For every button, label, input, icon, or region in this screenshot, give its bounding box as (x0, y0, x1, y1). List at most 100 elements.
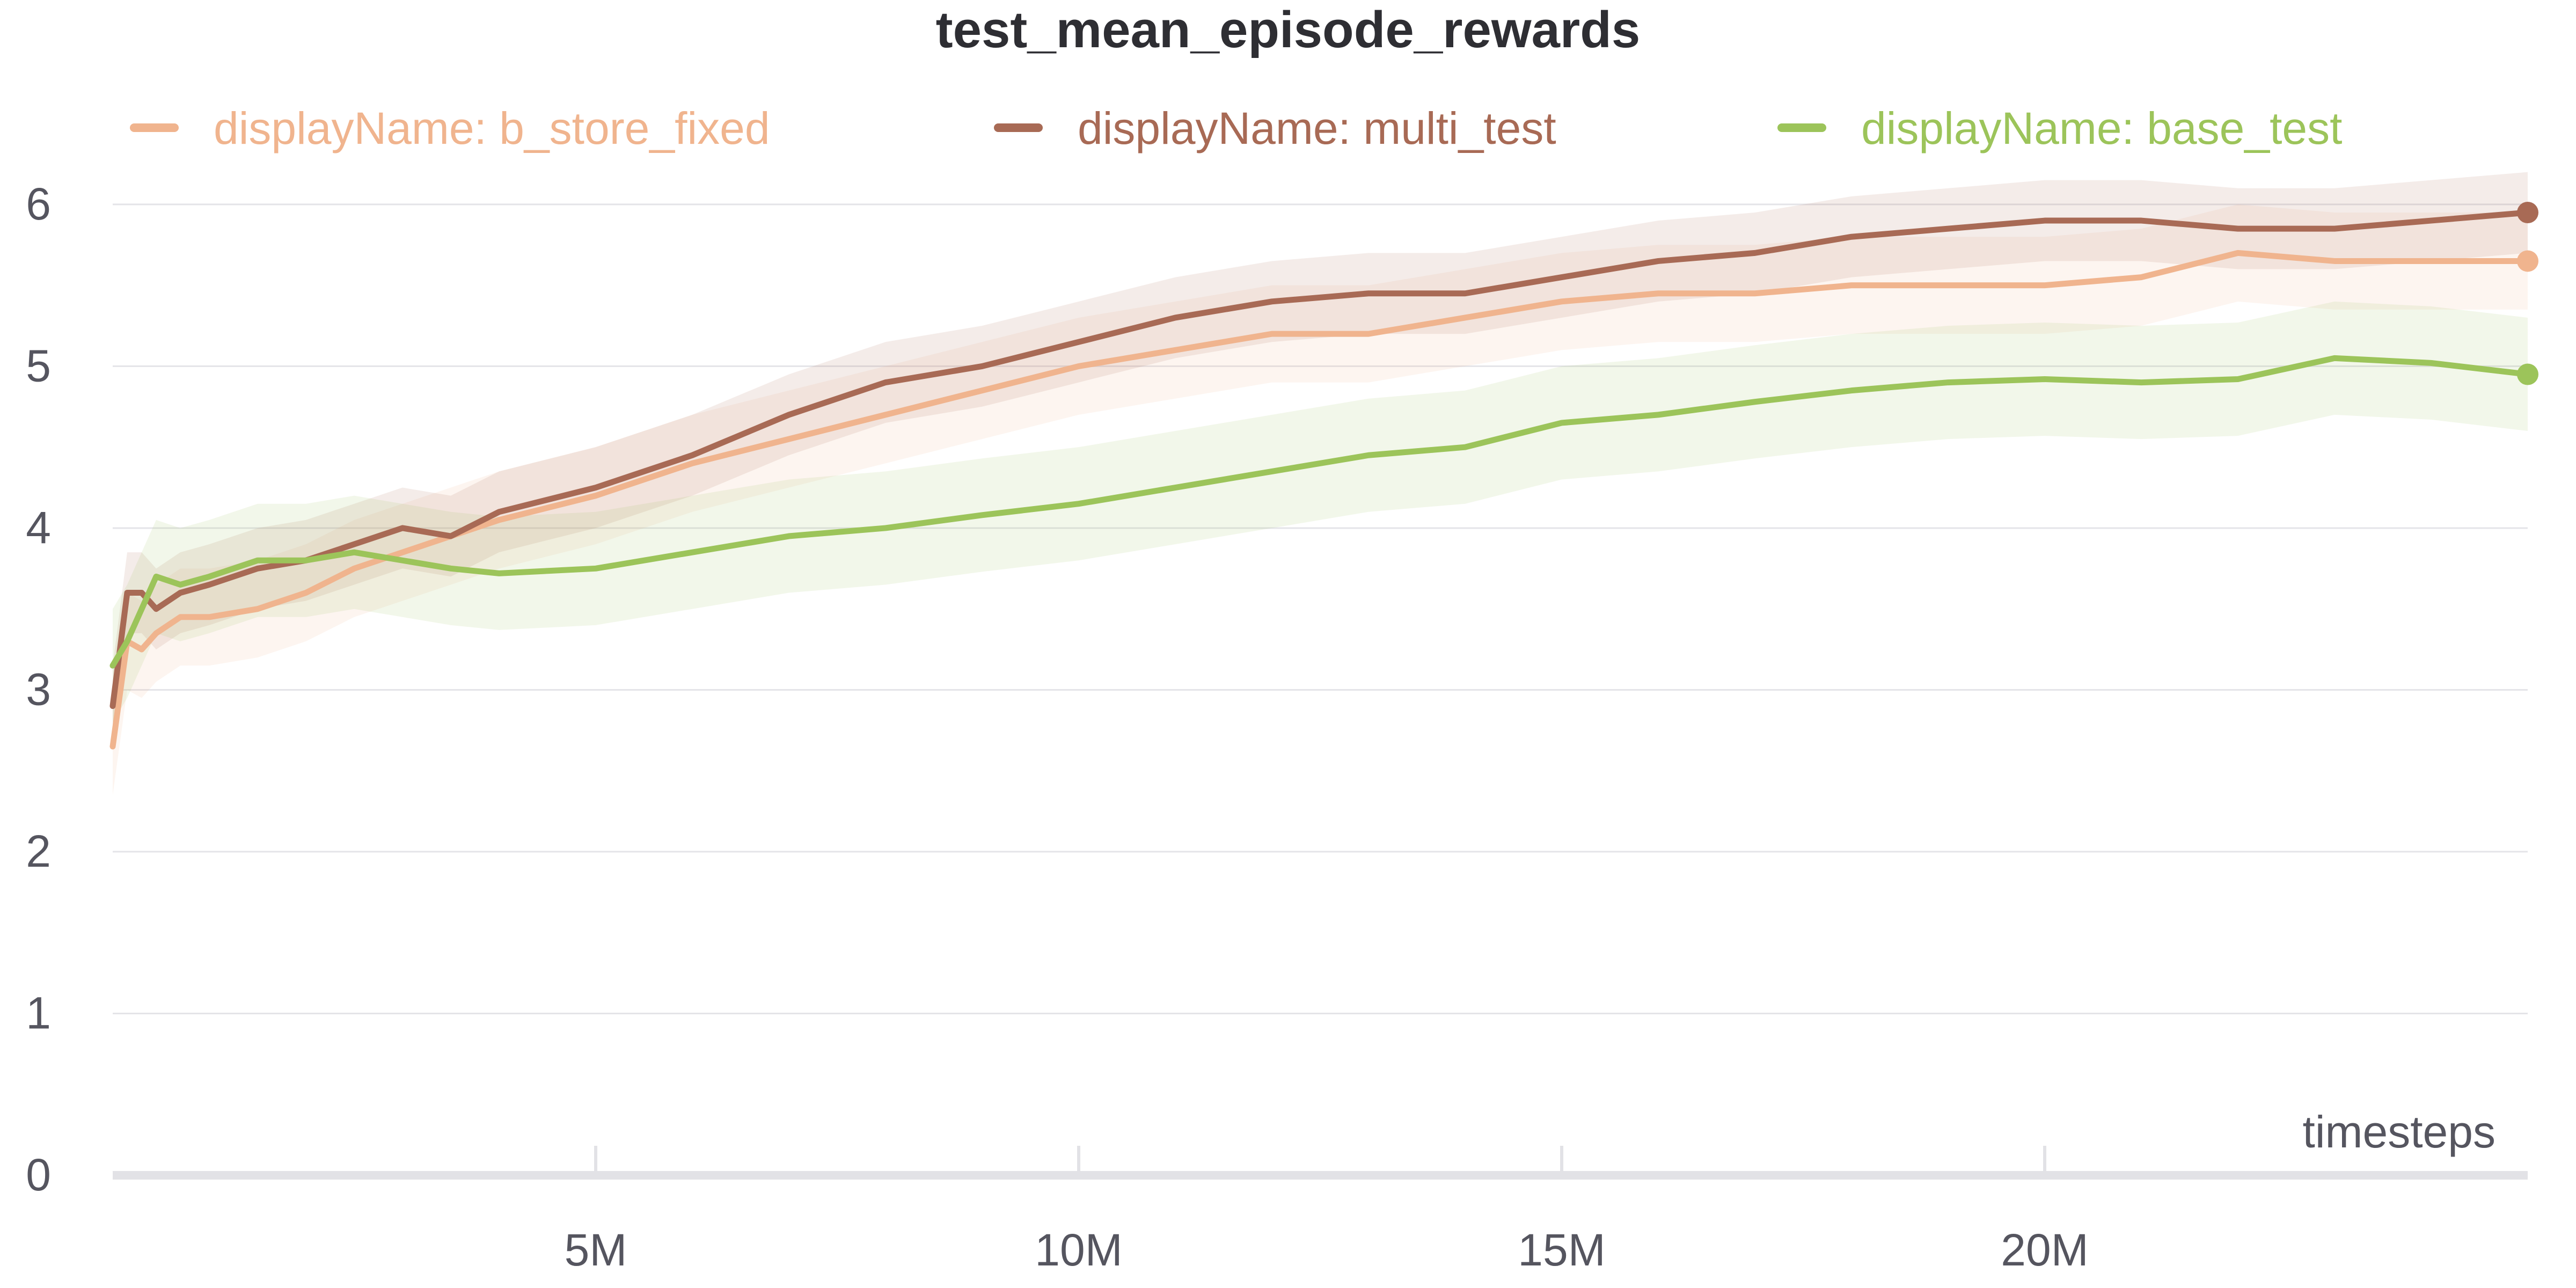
data-point-series-1 (1754, 252, 1755, 253)
x-tick-label: 10M (1035, 1225, 1122, 1275)
x-axis-title: timesteps (2303, 1107, 2496, 1157)
data-point-series-1 (180, 592, 181, 594)
end-markers (112, 201, 2538, 747)
data-point-series-2 (209, 576, 210, 577)
data-point-series-0 (1465, 317, 1466, 318)
data-point-series-0 (692, 463, 693, 464)
data-point-series-2 (450, 568, 451, 569)
series-line-2 (109, 355, 2531, 669)
end-marker-series-0 (2517, 250, 2538, 272)
data-point-series-0 (209, 617, 210, 618)
band-series-2 (113, 301, 2528, 722)
data-point-series-1 (450, 536, 451, 537)
data-point-series-1 (499, 511, 500, 513)
series-line-1 (109, 209, 2531, 709)
data-point-series-0 (156, 633, 157, 634)
data-point-series-2 (1561, 422, 1562, 423)
data-point-series-2 (354, 552, 355, 553)
data-point-series-1 (112, 706, 113, 707)
data-point-series-2 (305, 560, 306, 561)
end-marker-series-1 (2517, 201, 2538, 223)
y-tick-label: 6 (26, 179, 51, 229)
data-point-series-0 (305, 592, 306, 594)
data-point-series-1 (402, 528, 403, 529)
data-point-series-1 (1271, 301, 1272, 302)
data-point-series-1 (1561, 277, 1562, 278)
data-point-series-0 (1851, 285, 1852, 286)
data-point-series-0 (1368, 333, 1369, 334)
data-point-series-0 (2044, 285, 2045, 286)
data-point-series-1 (1368, 293, 1369, 294)
data-point-series-0 (1754, 293, 1755, 294)
data-point-series-2 (2431, 362, 2432, 363)
data-point-series-0 (499, 519, 500, 521)
data-point-series-0 (1271, 333, 1272, 334)
data-point-series-1 (1078, 341, 1079, 342)
data-point-series-0 (257, 609, 258, 610)
data-point-series-0 (354, 568, 355, 569)
data-point-series-2 (982, 515, 983, 516)
data-point-series-1 (788, 414, 789, 415)
data-point-series-0 (595, 495, 596, 496)
data-point-series-2 (1658, 414, 1659, 415)
legend-label-0: displayName: b_store_fixed (214, 103, 770, 153)
end-marker-series-2 (2517, 363, 2538, 385)
data-point-series-0 (1078, 365, 1079, 367)
data-point-series-1 (257, 568, 258, 569)
data-point-series-2 (499, 573, 500, 574)
data-point-series-1 (354, 544, 355, 545)
legend-label-1: displayName: multi_test (1078, 103, 1556, 153)
data-point-series-0 (2141, 277, 2142, 278)
x-tick-label: 5M (565, 1225, 627, 1275)
data-point-series-2 (141, 609, 142, 610)
data-point-series-2 (692, 552, 693, 553)
y-tick-label: 0 (26, 1150, 51, 1200)
data-point-series-2 (112, 665, 113, 666)
data-point-series-2 (1271, 471, 1272, 472)
data-point-series-1 (1948, 228, 1949, 229)
data-point-series-0 (1948, 285, 1949, 286)
data-point-series-1 (141, 592, 142, 594)
y-tick-label: 5 (26, 340, 51, 391)
data-point-series-0 (788, 438, 789, 440)
data-point-series-1 (885, 382, 886, 383)
data-point-series-1 (595, 487, 596, 488)
data-point-series-0 (180, 617, 181, 618)
band-series-0 (113, 204, 2528, 795)
data-point-series-1 (1175, 317, 1176, 318)
data-point-series-0 (2334, 260, 2335, 261)
x-tick-label: 20M (2001, 1225, 2088, 1275)
data-point-series-2 (156, 576, 157, 577)
data-point-series-2 (257, 560, 258, 561)
data-point-series-2 (1465, 447, 1466, 448)
data-point-series-1 (1658, 260, 1659, 261)
y-tick-label: 4 (26, 502, 51, 553)
data-point-series-2 (1754, 401, 1755, 402)
data-point-series-2 (127, 641, 128, 642)
data-point-series-1 (2334, 228, 2335, 229)
grid-lines (113, 203, 2528, 1014)
data-point-series-2 (885, 528, 886, 529)
y-tick-label: 2 (26, 826, 51, 876)
data-point-series-1 (982, 365, 983, 367)
data-point-series-2 (595, 568, 596, 569)
data-point-series-1 (2237, 228, 2238, 229)
chart-title: test_mean_episode_rewards (936, 1, 1641, 58)
data-point-series-2 (1078, 503, 1079, 504)
data-point-series-0 (112, 746, 113, 747)
data-point-series-0 (1175, 349, 1176, 350)
data-point-series-2 (1851, 390, 1852, 391)
data-point-series-1 (209, 584, 210, 585)
series-line-0 (109, 250, 2531, 750)
data-point-series-2 (1368, 455, 1369, 456)
data-point-series-2 (2334, 357, 2335, 358)
data-point-series-2 (2044, 379, 2045, 380)
data-point-series-0 (2431, 260, 2432, 261)
data-point-series-1 (692, 455, 693, 456)
series-lines (109, 209, 2531, 750)
data-point-series-0 (982, 390, 983, 391)
data-point-series-1 (2431, 220, 2432, 221)
data-point-series-1 (156, 609, 157, 610)
data-point-series-2 (788, 536, 789, 537)
data-point-series-1 (1851, 236, 1852, 237)
